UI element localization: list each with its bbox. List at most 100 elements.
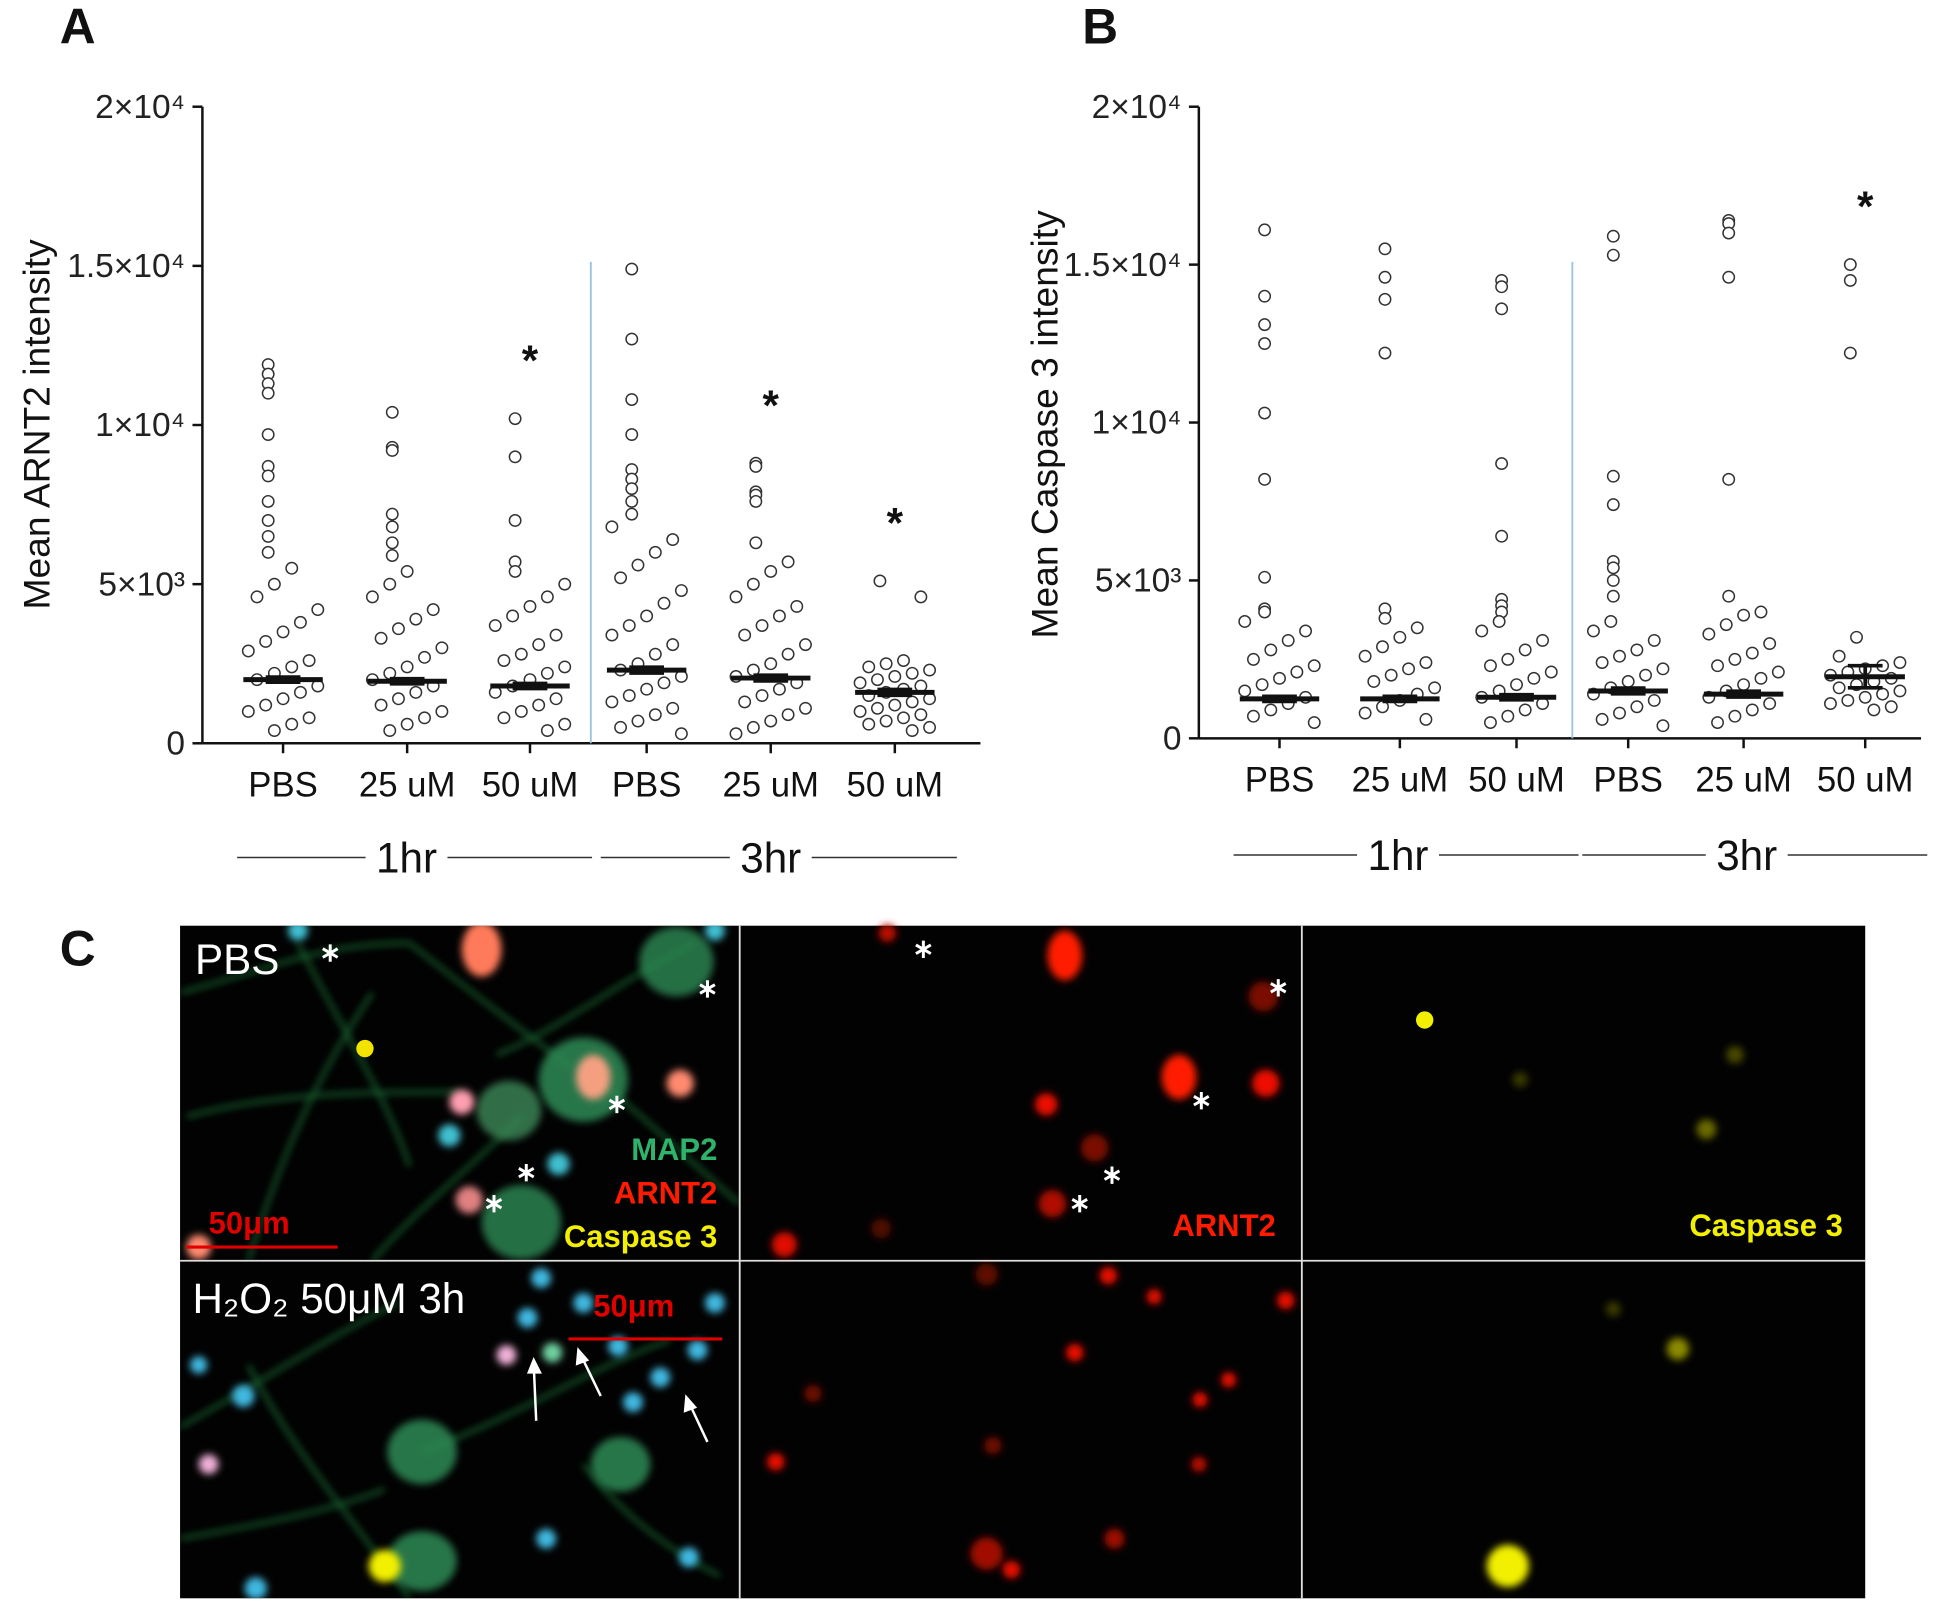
data-point	[1858, 690, 1872, 704]
data-point	[914, 590, 928, 604]
data-point	[666, 533, 680, 547]
data-point	[523, 599, 537, 613]
data-point	[746, 577, 760, 591]
data-point	[1728, 652, 1742, 666]
data-point	[383, 724, 397, 738]
data-point	[1606, 229, 1620, 243]
data-point	[426, 603, 440, 617]
image-background	[180, 925, 1866, 1599]
group-label: 3hr	[1716, 832, 1777, 879]
data-point	[1258, 337, 1272, 351]
data-point	[383, 577, 397, 591]
data-point	[488, 619, 502, 632]
significance-marker: *	[522, 337, 539, 384]
data-point	[1606, 498, 1620, 512]
data-point	[648, 708, 662, 722]
data-point	[738, 628, 752, 642]
data-point	[1893, 656, 1907, 669]
y-axis-label: Mean Caspase 3 intensity	[1023, 210, 1065, 639]
data-point	[1867, 703, 1881, 717]
y-tick-label: 2×10⁴	[95, 89, 185, 126]
data-point	[772, 682, 786, 696]
data-point	[1378, 242, 1392, 256]
data-point	[873, 574, 887, 588]
data-point	[1536, 633, 1550, 647]
data-point	[400, 660, 414, 674]
data-point	[1264, 643, 1278, 657]
data-point	[729, 590, 743, 604]
data-point	[888, 670, 902, 683]
data-point	[261, 428, 275, 442]
data-point	[409, 685, 423, 699]
data-point	[1495, 457, 1509, 471]
data-point	[1299, 624, 1313, 638]
y-tick-label: 1.5×10⁴	[1064, 247, 1182, 284]
y-tick-label: 0	[1163, 721, 1182, 758]
data-point	[497, 654, 511, 667]
y-tick-label: 0	[166, 725, 185, 762]
data-point	[1358, 706, 1372, 720]
data-point	[631, 714, 645, 728]
x-tick-label: 25 uM	[1695, 762, 1792, 800]
data-point	[605, 520, 619, 534]
data-point	[1495, 529, 1509, 543]
data-point	[409, 612, 423, 626]
data-point	[293, 615, 307, 629]
data-point	[1656, 719, 1670, 733]
data-point	[1843, 258, 1857, 272]
data-point	[1843, 273, 1857, 287]
data-point	[261, 529, 275, 543]
data-point	[1258, 570, 1272, 584]
data-point	[905, 695, 919, 709]
data-point	[870, 673, 884, 687]
data-point	[648, 647, 662, 661]
x-tick-label: 50 uM	[1468, 762, 1565, 800]
scale-bar-label: 50μm	[593, 1289, 674, 1324]
data-point	[508, 564, 522, 578]
data-point	[1378, 611, 1392, 625]
group-label: 1hr	[1368, 832, 1429, 879]
data-point	[1258, 223, 1272, 237]
data-point	[657, 596, 671, 610]
data-point	[1754, 605, 1768, 619]
stain-label: Caspase 3	[564, 1219, 717, 1254]
group-label: 3hr	[740, 834, 801, 881]
data-point	[385, 536, 399, 550]
data-point	[1273, 671, 1286, 685]
data-point	[738, 695, 752, 709]
data-point	[1307, 716, 1321, 729]
data-point	[1290, 665, 1304, 679]
x-tick-label: 50 uM	[1817, 762, 1914, 800]
data-point	[1255, 678, 1269, 692]
data-point	[241, 705, 255, 718]
data-point	[666, 701, 680, 715]
data-point	[259, 634, 273, 648]
data-point	[276, 692, 290, 706]
data-point	[385, 507, 399, 521]
data-point	[1475, 624, 1489, 638]
image-caspase3-h2o2	[1486, 1301, 1689, 1588]
data-point	[1492, 615, 1506, 628]
data-point	[1378, 270, 1392, 284]
data-point	[261, 494, 275, 508]
data-point	[622, 619, 636, 632]
data-point	[1595, 712, 1609, 726]
data-point	[1745, 646, 1759, 660]
data-point	[293, 685, 307, 699]
data-point	[1595, 656, 1609, 669]
data-point	[1246, 709, 1260, 723]
data-point	[888, 698, 902, 712]
y-tick-label: 2×10⁴	[1092, 89, 1182, 126]
data-point	[302, 654, 316, 667]
data-point	[261, 386, 275, 400]
y-tick-label: 1×10⁴	[95, 407, 185, 444]
data-point	[625, 428, 639, 442]
data-point	[1711, 659, 1724, 673]
data-point	[674, 584, 688, 597]
data-point	[862, 717, 876, 731]
data-point	[311, 603, 325, 617]
data-point	[764, 657, 778, 671]
data-point	[1630, 643, 1644, 657]
data-point	[285, 717, 299, 731]
data-point	[1484, 716, 1497, 729]
